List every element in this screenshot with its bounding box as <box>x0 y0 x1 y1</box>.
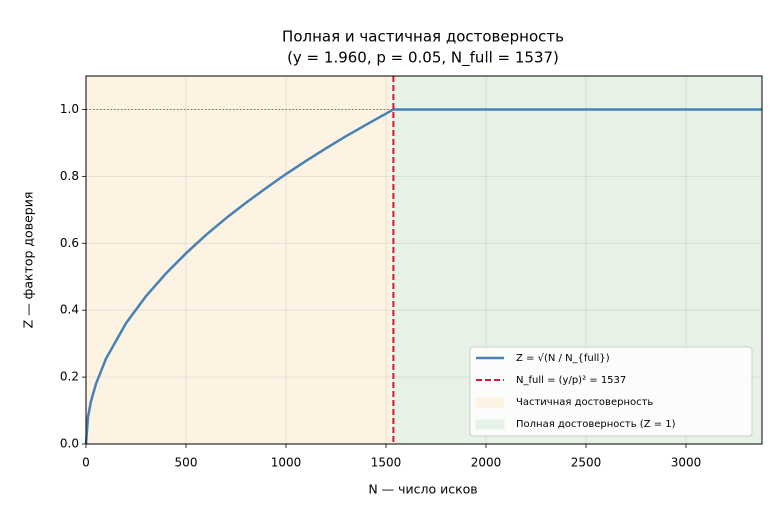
y-tick-label: 0.2 <box>60 370 79 384</box>
chart-subtitle: (y = 1.960, p = 0.05, N_full = 1537) <box>287 49 559 68</box>
legend-label: Полная достоверность (Z = 1) <box>516 419 676 430</box>
x-tick-label: 2000 <box>471 456 502 470</box>
y-tick-label: 0.6 <box>60 236 79 250</box>
plot-frame <box>85 75 763 445</box>
legend-label: Z = √(N / N_{full}) <box>516 353 610 364</box>
x-tick-label: 3000 <box>671 456 702 470</box>
legend-label: N_full = (y/p)² = 1537 <box>516 375 626 386</box>
chart-title: Полная и частичная достоверность <box>282 28 564 46</box>
x-tick-label: 1000 <box>271 456 302 470</box>
y-axis-label: Z — фактор доверия <box>21 192 36 329</box>
x-axis-label: N — число исков <box>368 482 477 497</box>
legend-swatch <box>475 397 505 408</box>
y-tick-label: 0.0 <box>60 437 79 451</box>
x-tick-label: 0 <box>82 456 90 470</box>
x-tick-label: 2500 <box>571 456 602 470</box>
legend-swatch <box>475 419 505 430</box>
y-tick-label: 1.0 <box>60 102 79 116</box>
x-tick-label: 500 <box>175 456 198 470</box>
legend-label: Частичная достоверность <box>516 397 653 408</box>
line <box>84 108 762 445</box>
legend-box <box>469 346 753 437</box>
x-tick-label: 1500 <box>371 456 402 470</box>
y-tick-label: 0.4 <box>60 303 79 317</box>
region <box>86 76 394 444</box>
y-tick-label: 0.8 <box>60 169 79 183</box>
